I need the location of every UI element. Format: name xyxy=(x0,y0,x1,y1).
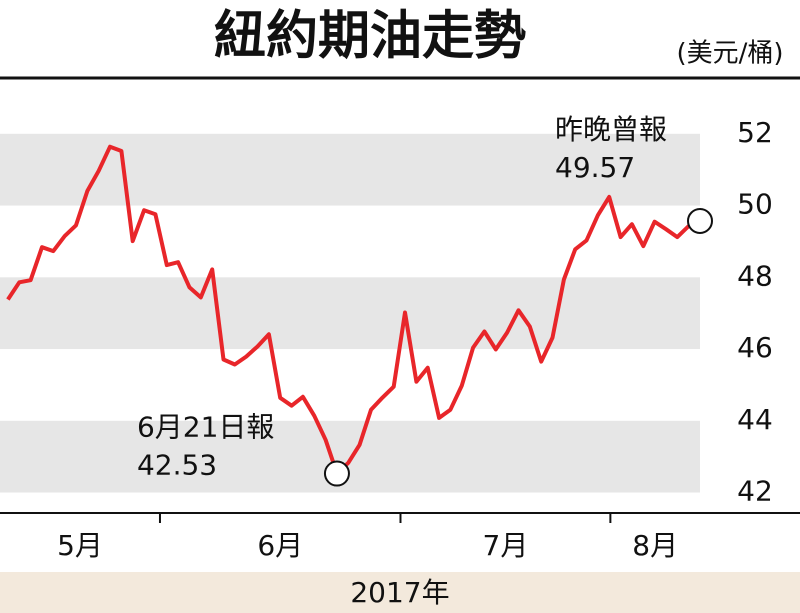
x-tick-label: 7月 xyxy=(483,529,529,562)
x-axis-label: 2017年 xyxy=(350,576,449,609)
y-tick-label: 46 xyxy=(737,331,773,364)
y-tick-label: 50 xyxy=(737,188,773,221)
x-tick-label: 5月 xyxy=(57,529,103,562)
x-tick-label: 6月 xyxy=(257,529,303,562)
annotation-text: 昨晚曾報 xyxy=(555,113,667,146)
y-tick-label: 52 xyxy=(737,116,773,149)
y-tick-label: 42 xyxy=(737,475,773,508)
grid-band xyxy=(0,277,700,350)
y-tick-label: 48 xyxy=(737,259,773,292)
annotation-value: 49.57 xyxy=(555,151,635,184)
grid-band xyxy=(0,133,700,206)
highlight-marker xyxy=(323,460,350,487)
x-tick-label: 8月 xyxy=(632,529,678,562)
unit-label: (美元/桶) xyxy=(676,39,783,69)
line-series xyxy=(6,144,701,476)
y-tick-label: 44 xyxy=(737,403,773,436)
annotation-value: 42.53 xyxy=(137,449,217,482)
footer-band xyxy=(0,572,800,613)
chart-title: 紐約期油走勢 xyxy=(214,6,526,67)
annotation-text: 6月21日報 xyxy=(137,411,274,444)
highlight-marker xyxy=(687,207,713,234)
